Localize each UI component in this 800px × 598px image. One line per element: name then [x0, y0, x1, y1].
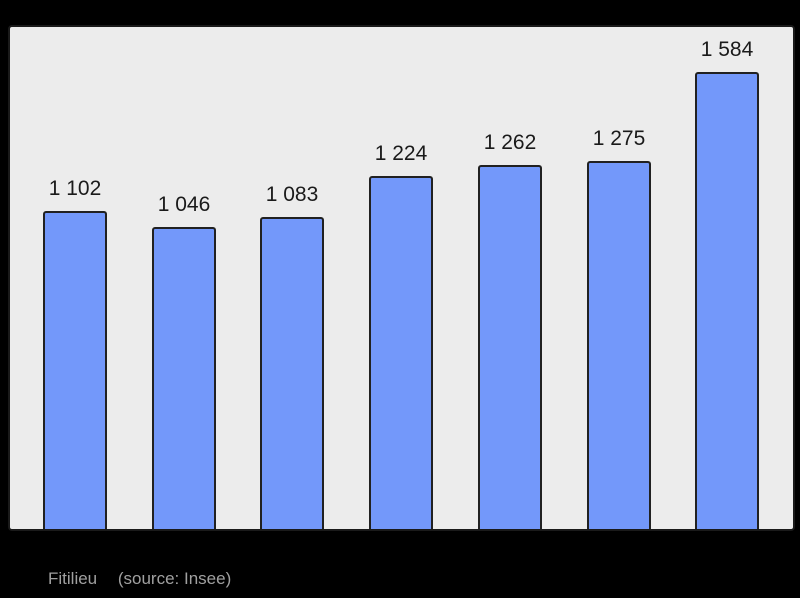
bar-value-label: 1 584 — [700, 38, 754, 61]
bar-value-label: 1 102 — [48, 177, 102, 200]
caption: Fitilieu (source: Insee) — [48, 568, 231, 590]
bar-value-label: 1 262 — [483, 131, 537, 154]
bar-value-label: 1 046 — [157, 193, 211, 216]
bar-value-label: 1 224 — [374, 142, 428, 165]
bar — [695, 72, 759, 529]
bar — [260, 217, 324, 529]
caption-source: (source: Insee) — [117, 569, 232, 588]
bar — [152, 227, 216, 529]
bar-value-label: 1 275 — [592, 127, 646, 150]
plot-area: 1 102 1 046 1 083 1 224 1 262 1 275 1 584 — [8, 25, 795, 531]
bar — [43, 211, 107, 529]
caption-commune-name: Fitilieu — [48, 569, 98, 588]
bar-value-label: 1 083 — [265, 183, 319, 206]
bar — [478, 165, 542, 529]
bar — [369, 176, 433, 529]
bar — [587, 161, 651, 529]
